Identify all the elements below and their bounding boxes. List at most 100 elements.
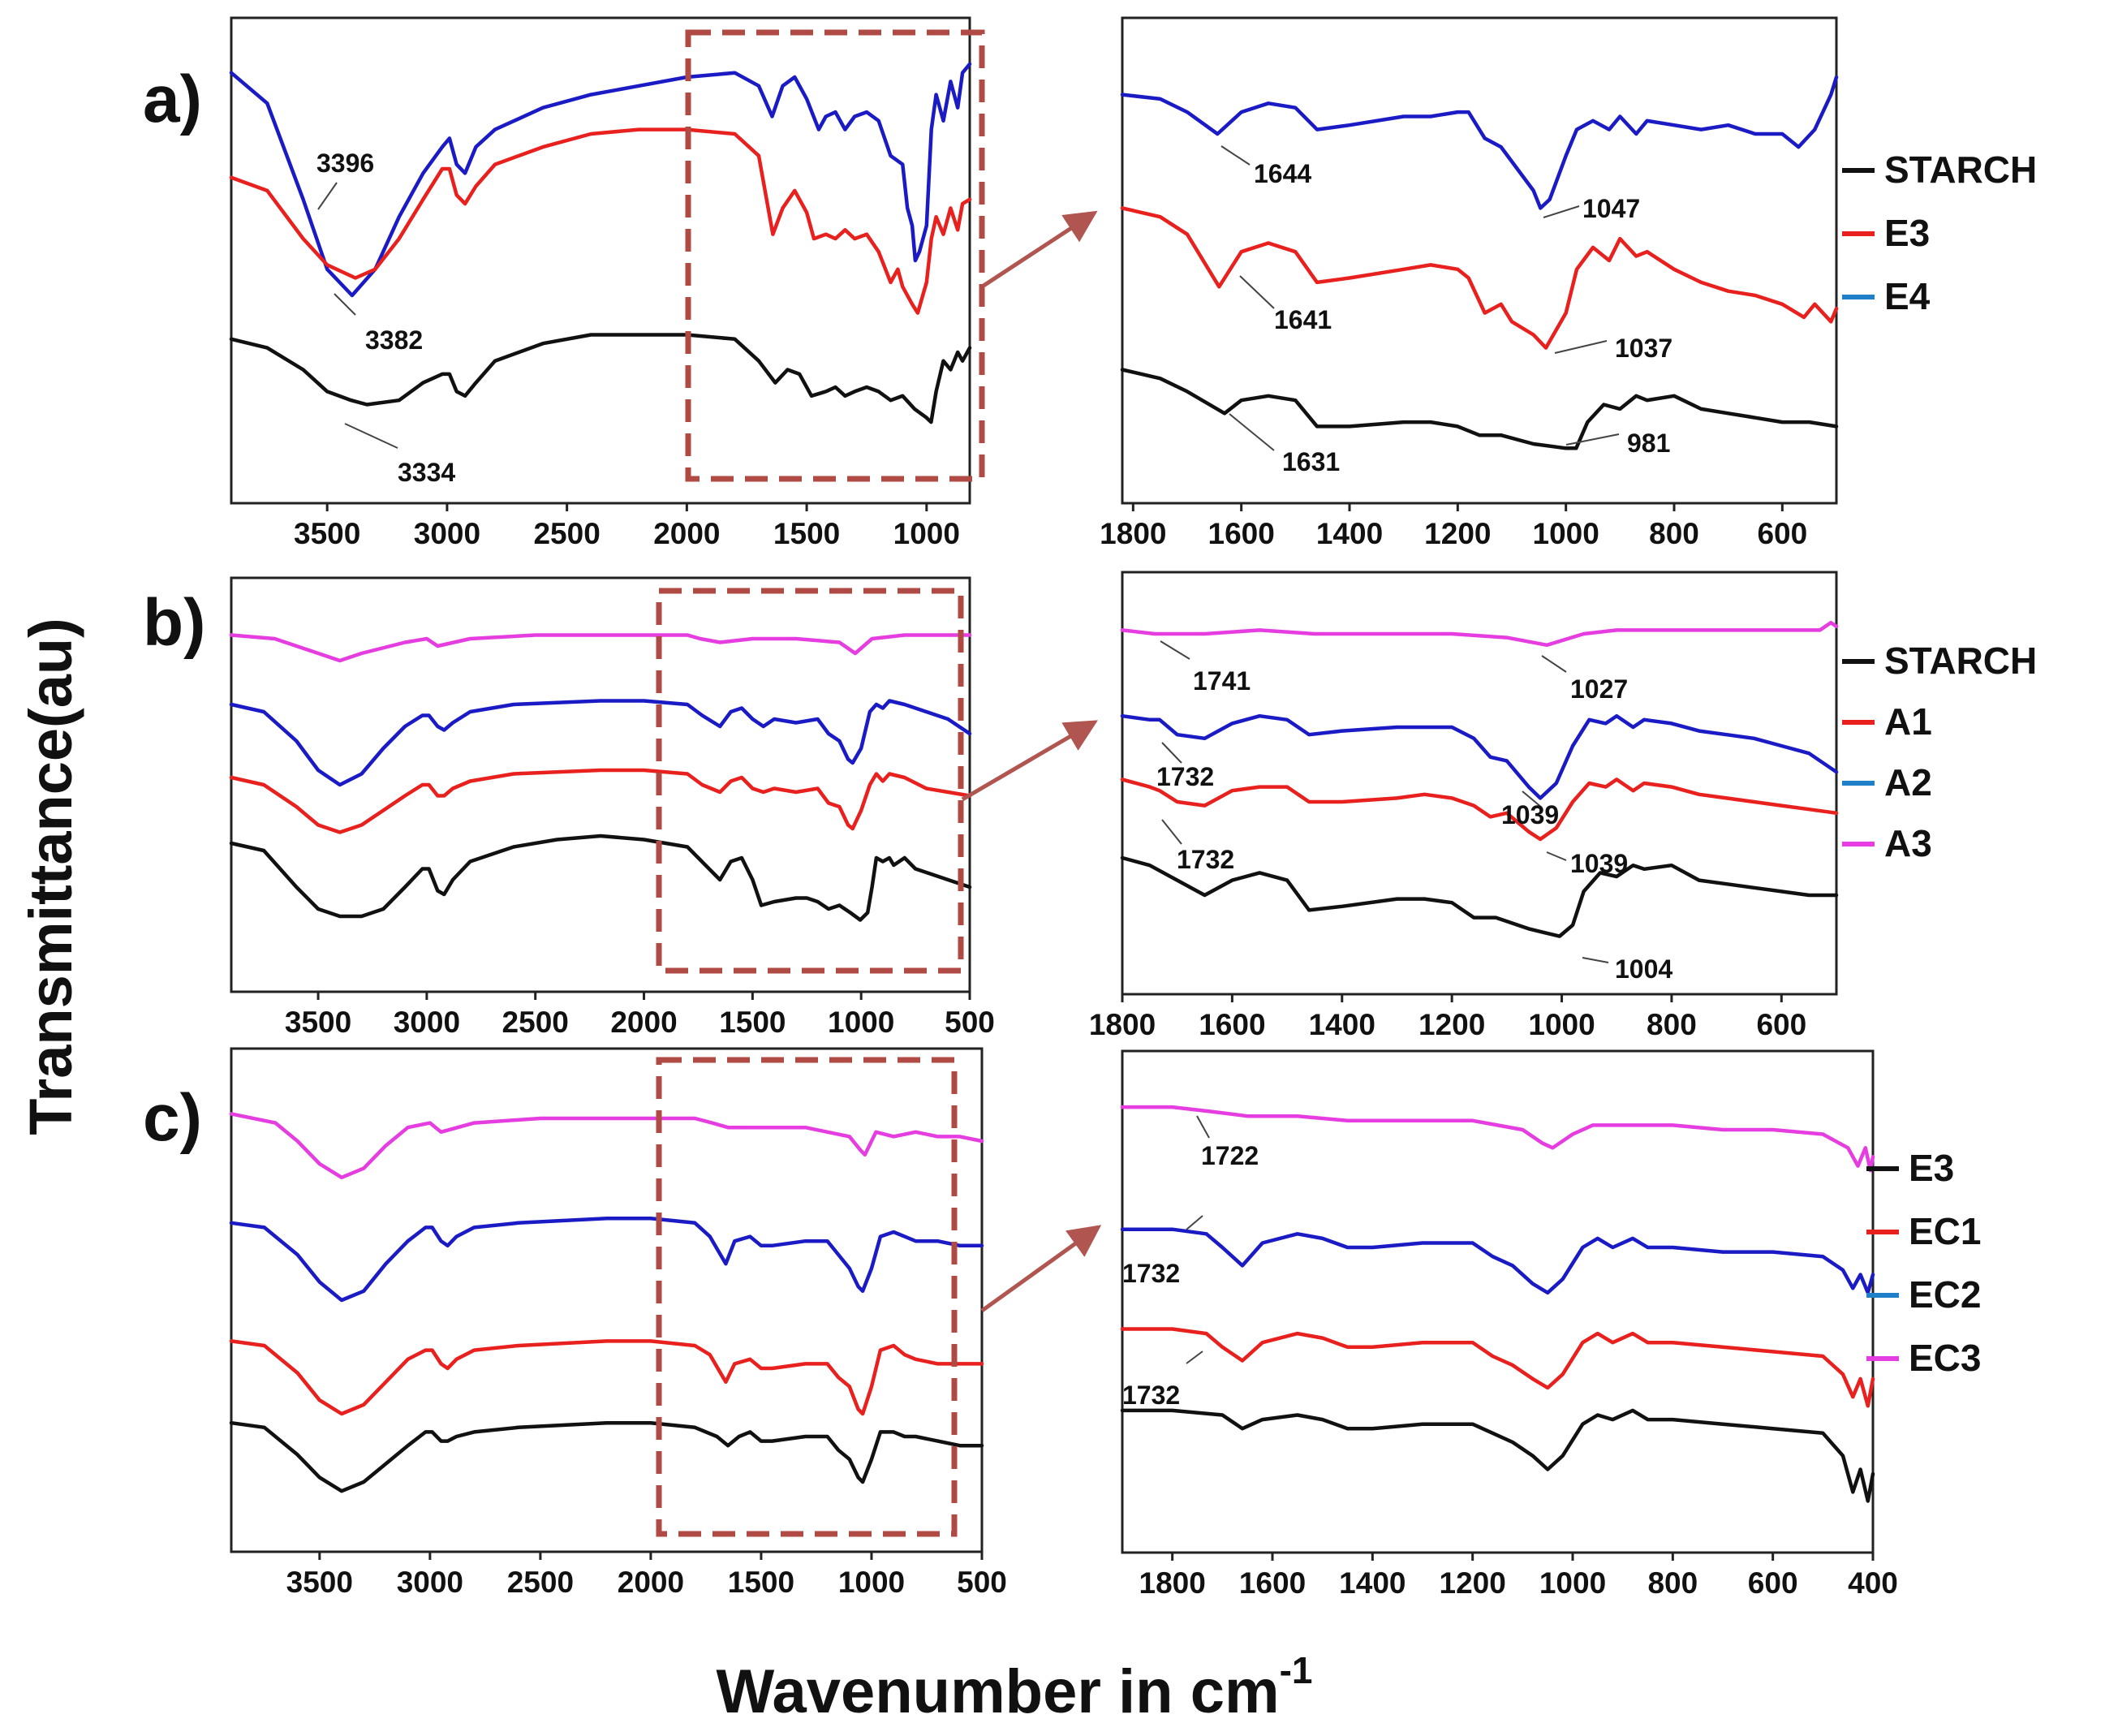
series-line-e3 (229, 1420, 984, 1493)
legend-label-a2: A2 (1884, 761, 1932, 803)
zoom-box-c (656, 1057, 958, 1537)
series-line-e3 (229, 127, 972, 315)
x-tick-label: 3000 (397, 1566, 463, 1599)
panel-b-zoom: 1800 1600 1400 1200 1000 800 600 (1089, 571, 1839, 1041)
x-tick-label: 800 (1647, 1008, 1697, 1041)
annotation-1732-ec1: 1732 (1122, 1381, 1180, 1410)
annotation-1039-a1: 1039 (1570, 849, 1628, 878)
annotation-3334: 3334 (398, 458, 455, 487)
panel-c-full: 3500 3000 2500 2000 1500 1000 500 (229, 1047, 1007, 1599)
x-tick-label: 1000 (893, 517, 960, 550)
annotation-1741: 1741 (1193, 666, 1251, 696)
annotation-1039-a2: 1039 (1501, 800, 1559, 829)
x-tick-label: 500 (957, 1566, 1007, 1599)
x-tick-label: 3000 (394, 1006, 460, 1039)
panel-b-full: 3500 3000 2500 2000 1500 1000 500 (229, 576, 995, 1039)
x-tick-label: 800 (1647, 1566, 1698, 1600)
x-axis-title: Wavenumber in cm-1 (717, 1649, 1313, 1726)
x-tick-label: 1800 (1139, 1566, 1206, 1600)
x-tick-label: 1500 (728, 1566, 794, 1599)
series-line-ec1 (229, 1339, 984, 1416)
annotation-1047: 1047 (1582, 194, 1640, 223)
x-tick-label: 500 (945, 1006, 995, 1039)
series-line-a3 (229, 633, 972, 663)
x-tick-label: 2500 (507, 1566, 574, 1599)
x-tick-label: 1500 (773, 517, 840, 550)
x-tick-label: 1200 (1424, 517, 1491, 550)
annotation-1027: 1027 (1570, 674, 1628, 704)
x-tick-label: 2500 (533, 517, 600, 550)
series-line-ec2 (1120, 1227, 1875, 1295)
x-axis-title-superscript: -1 (1280, 1649, 1313, 1691)
annotation-1641: 1641 (1274, 305, 1332, 334)
x-tick-label: 800 (1649, 517, 1699, 550)
annotation-1037: 1037 (1615, 334, 1672, 363)
x-tick-label: 2500 (502, 1006, 569, 1039)
series-line-e3 (1120, 1408, 1875, 1503)
legend-label-starch: STARCH (1884, 640, 2037, 682)
x-tick-label: 1200 (1418, 1008, 1485, 1041)
x-tick-label: 1000 (1528, 1008, 1595, 1041)
x-tick-label: 1800 (1100, 517, 1166, 550)
series-line-e3 (1120, 206, 1839, 350)
x-tick-label: 2000 (610, 1006, 677, 1039)
x-tick-label: 1400 (1309, 1008, 1375, 1041)
legend-label-ec1: EC1 (1909, 1210, 1981, 1252)
panel-a-zoom: 1800 1600 1400 1200 1000 800 600 (1100, 16, 1839, 550)
x-tick-label: 1400 (1316, 517, 1383, 550)
legend-label-starch: STARCH (1884, 149, 2037, 191)
annotation-1732-ec2: 1732 (1122, 1259, 1180, 1288)
annotation-3382: 3382 (365, 325, 423, 355)
x-tick-label: 1400 (1339, 1566, 1406, 1600)
series-line-ec3 (229, 1112, 984, 1180)
x-tick-label: 1000 (1533, 517, 1599, 550)
x-tick-label: 600 (1757, 517, 1807, 550)
series-line-starch (1120, 368, 1839, 450)
x-tick-label: 600 (1748, 1566, 1798, 1600)
x-tick-label: 3500 (285, 1006, 351, 1039)
x-tick-label: 2000 (653, 517, 720, 550)
series-line-starch (229, 834, 972, 922)
legend-label-e3: E3 (1909, 1147, 1954, 1189)
x-tick-label: 3000 (414, 517, 480, 550)
x-tick-label: 3500 (286, 1566, 353, 1599)
x-tick-label: 1600 (1208, 517, 1275, 550)
x-tick-label: 3500 (294, 517, 360, 550)
series-line-a2 (229, 699, 972, 787)
zoom-box-a (685, 29, 985, 482)
annotation-1644: 1644 (1254, 159, 1311, 188)
annotation-1732-a1: 1732 (1177, 845, 1234, 874)
zoom-arrow-c (980, 1225, 1102, 1313)
series-line-a1 (1120, 778, 1839, 842)
legend-b: STARCH A1 A2 A3 (1842, 640, 2037, 864)
x-tick-label: 1000 (838, 1566, 905, 1599)
plot-frame (230, 16, 971, 505)
legend-label-a1: A1 (1884, 700, 1932, 743)
x-tick-label: 1600 (1239, 1566, 1306, 1600)
x-tick-label: 1000 (1539, 1566, 1606, 1600)
panel-c-zoom: 1800 1600 1400 1200 1000 800 600 400 (1120, 1049, 1898, 1600)
zoom-arrow-b (961, 720, 1098, 802)
plot-frame (1121, 571, 1838, 996)
annotation-1732-a2: 1732 (1156, 762, 1214, 791)
panel-label-c: c) (143, 1081, 202, 1155)
annotation-3396: 3396 (316, 149, 374, 178)
x-tick-label: 2000 (618, 1566, 684, 1599)
legend-label-ec2: EC2 (1909, 1273, 1981, 1316)
annotation-981: 981 (1627, 429, 1670, 458)
legend-label-ec3: EC3 (1909, 1337, 1981, 1379)
series-line-a3 (1120, 620, 1839, 648)
x-tick-label: 1000 (828, 1006, 894, 1039)
annotation-1722: 1722 (1201, 1141, 1259, 1170)
series-line-ec1 (1120, 1327, 1875, 1408)
series-line-starch (1120, 855, 1839, 938)
x-tick-label: 1200 (1440, 1566, 1506, 1600)
plot-frame (230, 1047, 984, 1553)
zoom-arrow-a (982, 210, 1098, 288)
series-line-starch (229, 333, 972, 424)
series-line-ec3 (1120, 1105, 1875, 1173)
series-line-a1 (229, 768, 972, 834)
x-tick-label: 1800 (1089, 1008, 1156, 1041)
plot-frame (1121, 16, 1838, 505)
